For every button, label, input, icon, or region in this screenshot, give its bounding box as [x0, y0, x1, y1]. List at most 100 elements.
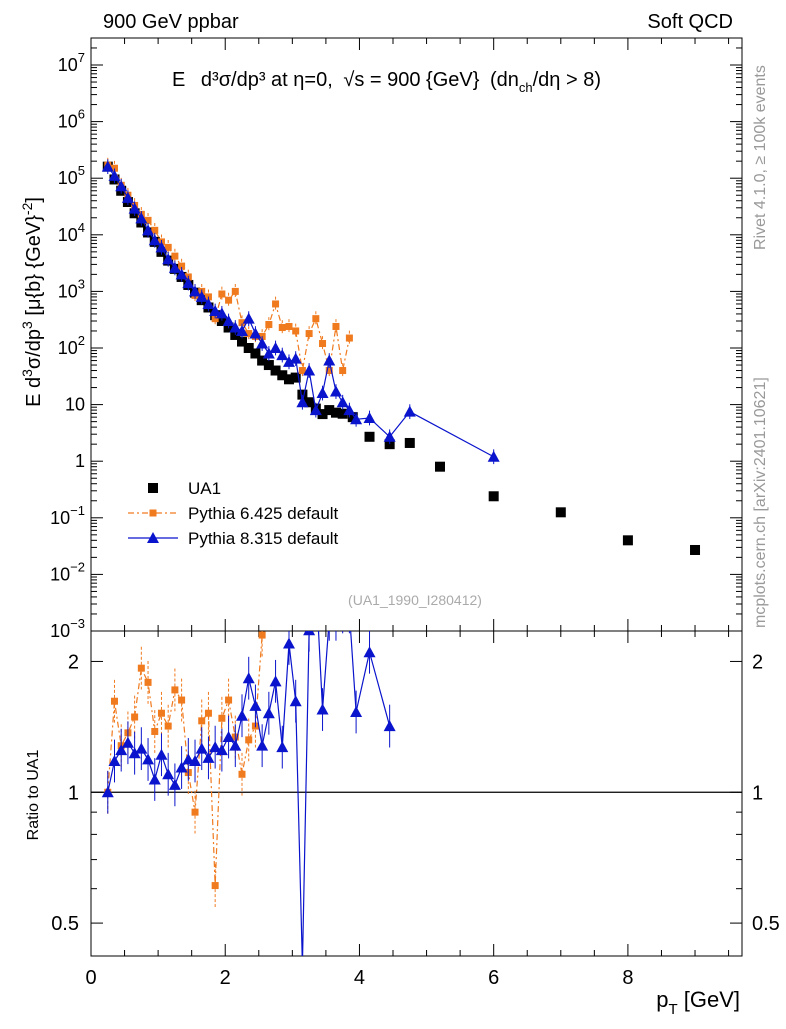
- ratio-data-point: [162, 768, 175, 780]
- data-point: [325, 367, 333, 375]
- data-point: [364, 431, 375, 442]
- data-point: [303, 364, 316, 376]
- data-point: [350, 413, 363, 425]
- data-point: [690, 544, 701, 555]
- ratio-data-point: [135, 742, 148, 754]
- title-cut-tail: /dη > 8): [533, 69, 601, 91]
- ratio-y-tick-label: 1: [752, 782, 763, 804]
- data-point: [263, 360, 274, 371]
- header-left: 900 GeV ppbar: [103, 11, 239, 33]
- ratio-y-tick-label: 2: [68, 651, 79, 673]
- ylabel-f: -2: [19, 202, 35, 215]
- data-point: [178, 262, 186, 270]
- ratio-data-point: [128, 747, 141, 759]
- ratio-data-point: [262, 707, 275, 719]
- series-line: [107, 164, 350, 371]
- title-prefix: E: [172, 69, 185, 91]
- ratio-data-point: [209, 741, 222, 753]
- data-point: [215, 307, 228, 319]
- data-point: [312, 315, 320, 323]
- ylabel-d: 3: [19, 321, 35, 329]
- data-point: [209, 305, 222, 317]
- data-point: [155, 241, 168, 253]
- ratio-data-point: [171, 686, 179, 694]
- data-point: [277, 370, 288, 381]
- ratio-data-point: [155, 748, 168, 760]
- y-tick-label: 10: [65, 395, 85, 415]
- data-point: [262, 347, 275, 359]
- data-point: [283, 374, 294, 385]
- side-label-bottom: mcplots.cern.ch [arXiv:2401.10621]: [752, 377, 769, 628]
- data-point: [168, 261, 181, 273]
- data-point: [285, 322, 293, 330]
- ratio-data-point: [383, 720, 396, 732]
- data-point: [164, 243, 172, 251]
- data-point: [297, 389, 308, 400]
- ylabel-c: σ/dp: [23, 329, 45, 369]
- y-tick-label: 10−1: [50, 503, 85, 528]
- data-point: [316, 387, 329, 399]
- title-sqrt-s: √s = 900 {GeV}: [343, 69, 479, 91]
- x-tick-label: 0: [85, 967, 96, 989]
- data-point: [250, 348, 261, 359]
- data-point: [110, 164, 118, 172]
- y-tick-label: 106: [58, 107, 85, 132]
- data-point: [276, 349, 289, 361]
- ratio-data-point: [157, 709, 165, 717]
- ratio-data-point: [296, 959, 308, 970]
- legend-entry: Pythia 8.315 default: [128, 529, 339, 548]
- data-point: [329, 385, 342, 397]
- main-ylabel: E d3σ/dp3 [μ{b} {GeV}-2]: [19, 197, 45, 407]
- x-tick-label: 6: [488, 967, 499, 989]
- ratio-data-point: [276, 741, 289, 753]
- ratio-data-point: [242, 672, 255, 684]
- data-point: [162, 253, 175, 265]
- ratio-series-line: [107, 631, 391, 956]
- data-point: [249, 327, 262, 339]
- data-point: [202, 297, 215, 309]
- series-line: [107, 166, 494, 458]
- data-point: [324, 405, 335, 416]
- y-tick-label: 107: [58, 50, 85, 75]
- y-tick-label: 103: [58, 276, 85, 301]
- legend-label: Pythia 6.425 default: [188, 504, 339, 523]
- data-point: [296, 396, 309, 408]
- ratio-y-tick-label: 0.5: [51, 913, 79, 935]
- ratio-data-point: [350, 705, 363, 717]
- xlabel-unit: [GeV]: [678, 987, 740, 1012]
- title-cut-sub: ch: [519, 80, 533, 95]
- data-point: [323, 354, 336, 366]
- ratio-data-point: [245, 736, 253, 744]
- ratio-data-point: [316, 703, 329, 715]
- ratio-data-point: [182, 753, 195, 765]
- legend-label: UA1: [188, 479, 221, 498]
- data-point: [242, 312, 255, 324]
- data-point: [128, 202, 141, 214]
- data-point: [148, 234, 161, 246]
- data-point: [330, 407, 341, 418]
- header-right: Soft QCD: [647, 11, 733, 33]
- data-point: [289, 352, 302, 364]
- data-point: [278, 324, 286, 332]
- data-point: [347, 412, 358, 423]
- data-point: [305, 330, 313, 338]
- data-point: [272, 300, 280, 308]
- ratio-data-point: [142, 753, 155, 765]
- ratio-data-point: [202, 751, 215, 763]
- ratio-data-point: [303, 631, 316, 636]
- data-point: [231, 287, 239, 295]
- ratio-data-point: [218, 714, 226, 722]
- ratio-data-point: [249, 699, 262, 711]
- data-point: [339, 367, 347, 375]
- ratio-data-point: [282, 637, 295, 649]
- data-point: [343, 404, 356, 416]
- data-point: [230, 329, 241, 340]
- legend-marker: [147, 532, 159, 543]
- ratio-data-point: [211, 882, 219, 890]
- data-point: [245, 330, 253, 338]
- ratio-data-point: [330, 613, 342, 624]
- ratio-data-point: [323, 613, 335, 624]
- data-point: [622, 535, 633, 546]
- ratio-data-point: [222, 731, 235, 743]
- ratio-data-point: [101, 786, 114, 798]
